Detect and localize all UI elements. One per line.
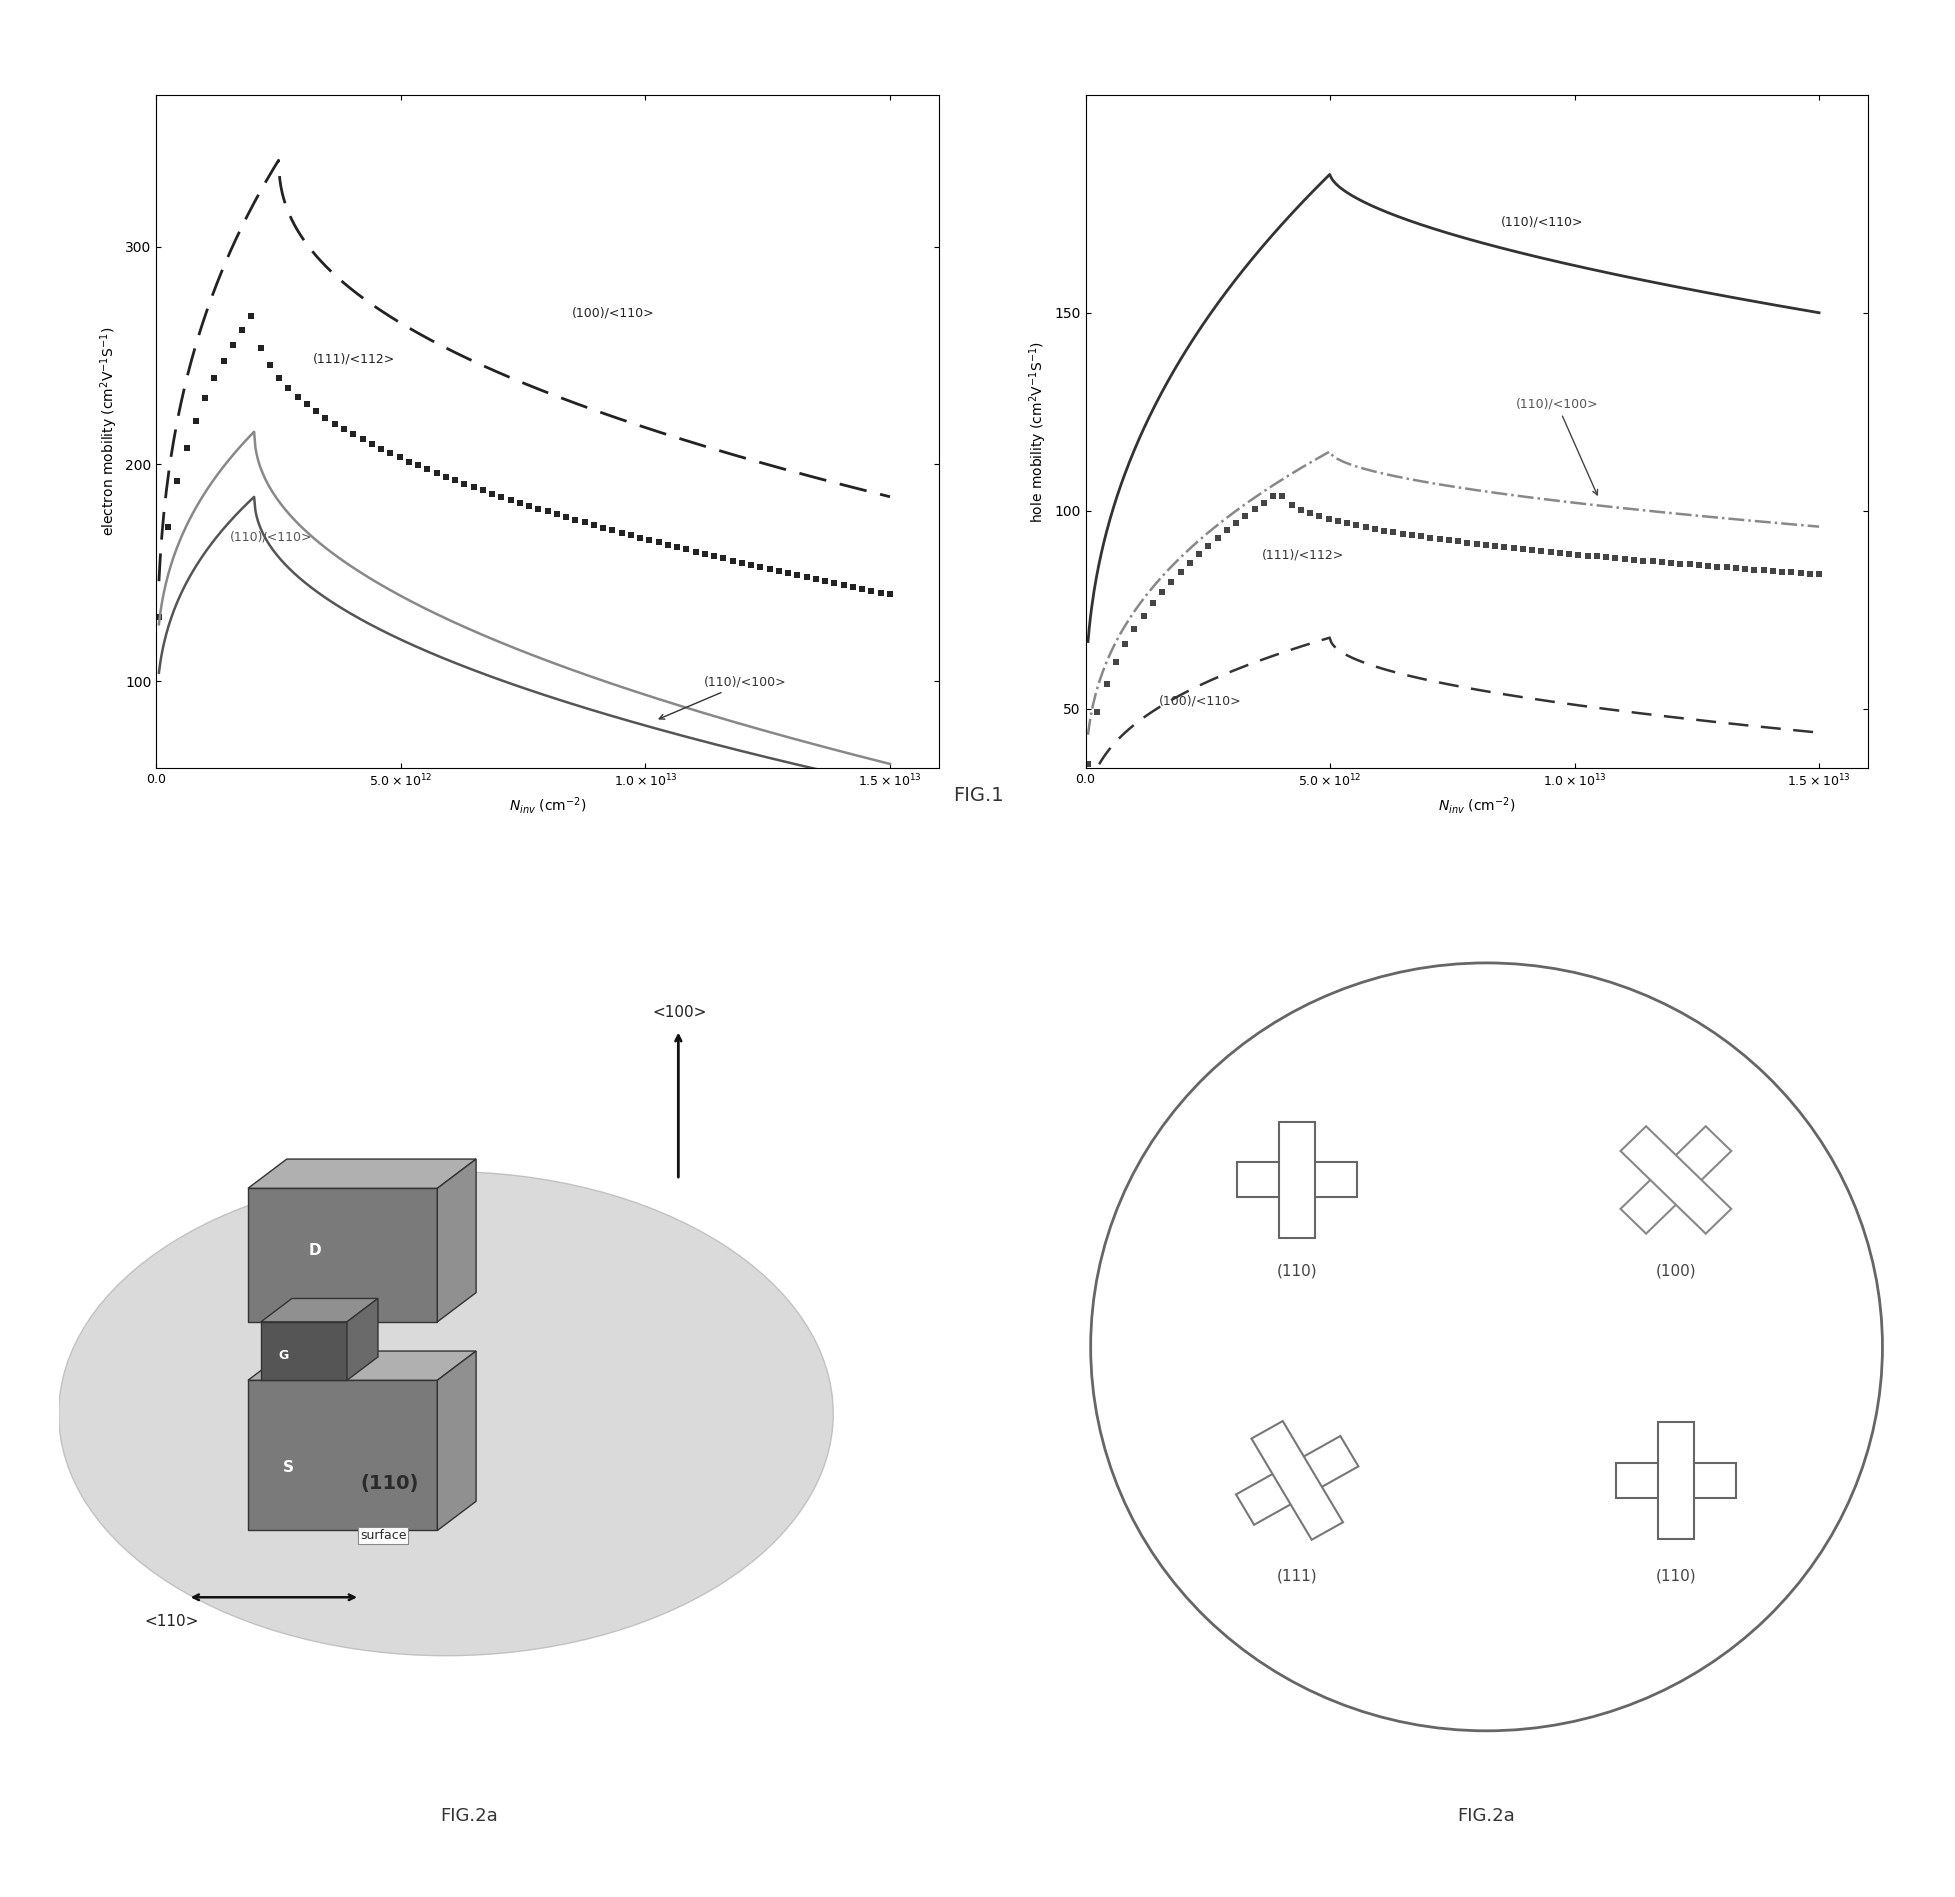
Circle shape [1091,964,1881,1730]
Polygon shape [438,1159,475,1322]
Polygon shape [1251,1421,1343,1540]
Text: (111): (111) [1277,1569,1318,1584]
Text: (111)/<112>: (111)/<112> [313,353,395,364]
Text: surface: surface [360,1529,407,1542]
Text: (100)/<110>: (100)/<110> [573,307,655,319]
Polygon shape [248,1381,438,1531]
Polygon shape [1658,1423,1693,1538]
Text: S: S [282,1461,293,1476]
Text: D: D [309,1243,321,1258]
Text: (110)/<100>: (110)/<100> [659,675,786,719]
Polygon shape [260,1298,377,1322]
Polygon shape [248,1188,438,1322]
Text: (110): (110) [360,1474,418,1493]
Text: (110)/<110>: (110)/<110> [1501,216,1584,228]
X-axis label: $N_{inv}$ (cm$^{-2}$): $N_{inv}$ (cm$^{-2}$) [508,795,586,816]
Text: FIG.1: FIG.1 [952,785,1003,804]
Text: (110)/<110>: (110)/<110> [231,529,313,543]
Text: (100): (100) [1654,1263,1695,1279]
Text: (110): (110) [1654,1569,1695,1584]
Text: G: G [278,1349,287,1362]
Polygon shape [260,1322,346,1381]
Polygon shape [248,1159,475,1188]
Polygon shape [346,1298,377,1381]
Polygon shape [1236,1163,1357,1197]
Text: (111)/<112>: (111)/<112> [1261,548,1343,562]
Polygon shape [1236,1436,1357,1525]
Polygon shape [248,1351,475,1381]
Polygon shape [1615,1463,1736,1499]
Y-axis label: hole mobility (cm$^{2}$V$^{-1}$S$^{-1}$): hole mobility (cm$^{2}$V$^{-1}$S$^{-1}$) [1026,341,1048,522]
Text: (110)/<100>: (110)/<100> [1515,398,1597,495]
Polygon shape [1619,1127,1730,1233]
Text: (110): (110) [1277,1263,1318,1279]
Text: FIG.2a: FIG.2a [440,1808,499,1825]
Text: FIG.2a: FIG.2a [1456,1808,1515,1825]
Polygon shape [438,1351,475,1531]
X-axis label: $N_{inv}$ (cm$^{-2}$): $N_{inv}$ (cm$^{-2}$) [1437,795,1515,816]
Text: <110>: <110> [145,1614,199,1630]
Polygon shape [1279,1121,1314,1239]
Text: <100>: <100> [653,1005,706,1021]
Polygon shape [1619,1127,1730,1233]
Text: (100)/<110>: (100)/<110> [1157,694,1241,708]
Y-axis label: electron mobility (cm$^{2}$V$^{-1}$S$^{-1}$): electron mobility (cm$^{2}$V$^{-1}$S$^{-… [98,326,119,537]
Ellipse shape [59,1172,833,1656]
